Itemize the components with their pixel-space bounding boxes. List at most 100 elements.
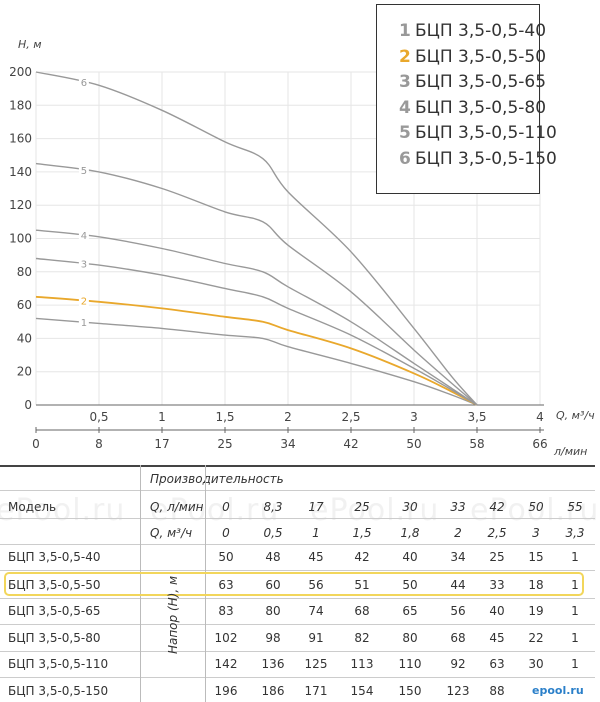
m3h-cell: 1,8 [400,526,420,540]
legend-item: 2 БЦП 3,5-0,5-50 [399,45,546,71]
table-cell: 92 [450,657,466,671]
x-tick-label-m3h: 2,5 [341,410,360,424]
table-cell: 33 [489,578,505,592]
table-cell: 40 [489,604,505,618]
watermark: ePool.ru [310,493,440,528]
lmin-cell: 42 [489,500,505,514]
table-cell: 50 [402,578,418,592]
table-header-performance: Производительность [150,472,284,486]
x-tick-label-lmin: 17 [154,437,169,451]
table-cell: 40 [402,550,418,564]
curve-label-bg [78,294,89,307]
x-tick-label-m3h: 1,5 [215,410,234,424]
legend-model: БЦП 3,5-0,5-50 [415,46,547,67]
table-cell: 50 [218,550,234,564]
table-cell: 19 [528,604,544,618]
x-tick-label-m3h: 3,5 [467,410,486,424]
table-cell: 44 [450,578,466,592]
table-row-model: БЦП 3,5-0,5-80 [8,631,101,645]
x-tick-label-m3h: 0,5 [89,410,108,424]
y-tick-label: 60 [17,298,32,312]
curve-6 [35,71,478,406]
table-cell: 82 [354,631,370,645]
table-rule [0,570,595,571]
table-cell: 80 [402,631,418,645]
table-cell: 68 [354,604,370,618]
x-tick-label-lmin: 25 [217,437,232,451]
curve-label-bg [78,163,89,176]
table-cell: 63 [218,578,234,592]
m3h-cell: 3 [532,526,540,540]
table-cell: 45 [308,550,324,564]
x-tick-label-lmin: 50 [406,437,421,451]
table-cell: 34 [450,550,466,564]
lmin-cell: 50 [528,500,544,514]
legend-item: 3 БЦП 3,5-0,5-65 [399,70,546,96]
x-axis-unit-m3h: Q, м³/ч [556,409,595,422]
curve-label-4: 4 [81,231,87,242]
legend-number: 1 [399,21,411,41]
table-rule [0,544,595,545]
lmin-cell: 30 [402,500,418,514]
table-cell: 125 [304,657,328,671]
table-cell: 113 [350,657,374,671]
legend-model: БЦП 3,5-0,5-150 [415,148,557,169]
chart-grid [35,71,541,406]
table-rule [0,518,595,519]
x-tick-label-m3h: 4 [536,410,544,424]
legend-number: 4 [399,97,411,118]
curve-4 [35,229,478,406]
curve-2 [35,295,478,406]
curve-label-6: 6 [81,78,87,89]
legend-model: БЦП 3,5-0,5-65 [415,72,547,92]
table-cell: 142 [214,657,238,671]
table-cell: 171 [304,684,328,698]
table-cell: 80 [265,604,281,618]
table-row-model: БЦП 3,5-0,5-40 [8,550,101,564]
legend-number: 6 [399,148,411,169]
curve-label-bg [78,316,89,329]
lmin-cell: 17 [308,500,324,514]
m3h-cell: 1,5 [352,526,372,540]
curve-3 [35,257,478,406]
table-cell: 48 [265,550,281,564]
lmin-cell: 25 [354,500,370,514]
table-col-rule [205,465,206,702]
lmin-cell: 0 [222,500,230,514]
lmin-cell: 8,3 [263,500,283,514]
curve-5 [35,162,478,406]
curve-label-5: 5 [81,166,87,177]
brand-logo: epool.ru [532,684,584,697]
m3h-cell: 2,5 [487,526,507,540]
legend-item: 4 БЦП 3,5-0,5-80 [399,96,546,122]
table-cell: 136 [261,657,285,671]
table-cell: 1 [571,631,579,645]
m3h-cell: 0 [222,526,230,540]
table-rule [0,677,595,678]
table-row-model: БЦП 3,5-0,5-65 [8,604,101,618]
table-row-model: БЦП 3,5-0,5-150 [8,684,109,698]
y-tick-label: 200 [9,65,32,79]
table-cell: 65 [402,604,418,618]
m3h-cell: 1 [312,526,320,540]
table-cell: 154 [350,684,374,698]
watermark: ePool.ru [0,493,126,528]
table-row-model: БЦП 3,5-0,5-50 [8,578,101,592]
lmin-cell: 55 [567,500,583,514]
curve-label-1: 1 [81,318,87,329]
highlight-row-frame [4,572,584,596]
legend-number: 2 [399,46,411,67]
table-cell: 98 [265,631,281,645]
curve-label-2: 2 [81,297,87,308]
watermark: ePool.ru [470,493,600,528]
table-rule [0,651,595,652]
x-tick-label-m3h: 1 [158,410,166,424]
y-tick-label: 0 [24,398,32,412]
chart-legend: 1 БЦП 3,5-0,5-40 2 БЦП 3,5-0,5-50 3 БЦП 3,5-0… [376,4,557,194]
chart-curves: 1 2 3 4 5 6 [35,71,478,406]
legend-item: 1 БЦП 3,5-0,5-40 [399,19,546,45]
table-cell: 56 [450,604,466,618]
x-tick-label-lmin: 58 [469,437,484,451]
